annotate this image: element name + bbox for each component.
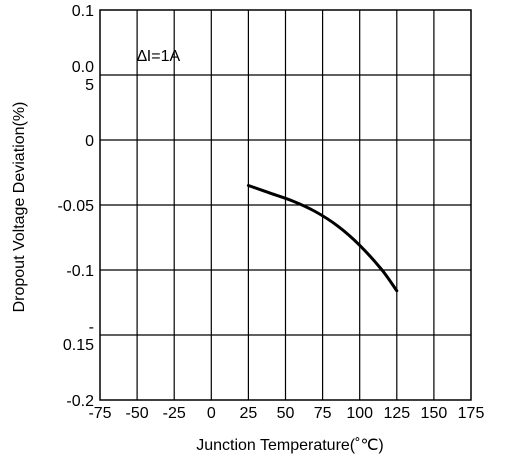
x-tick-label: 100 <box>346 405 373 422</box>
y-tick-label: - <box>89 319 94 336</box>
y-tick-label: 0.1 <box>72 3 94 20</box>
y-tick-label: -0.2 <box>66 393 94 410</box>
current-step-annotation: ∆I=1A <box>137 48 180 65</box>
y-tick-label: 0.0 <box>72 59 94 76</box>
x-tick-label: 150 <box>421 405 448 422</box>
y-tick-label: 0 <box>85 133 94 150</box>
x-tick-label: 0 <box>207 405 216 422</box>
x-tick-label: -25 <box>163 405 186 422</box>
x-tick-label: 75 <box>314 405 332 422</box>
y-tick-label: -0.05 <box>58 198 95 215</box>
x-tick-labels: -75 -50 -25 0 25 50 75 100 125 150 175 <box>88 405 484 422</box>
x-tick-label: 175 <box>458 405 485 422</box>
y-tick-labels: 0.1 0.05 0 -0.05 -0.1 -0.15 -0.2 <box>58 3 95 410</box>
y-axis-label: Dropout Voltage Deviation(%) <box>11 102 28 313</box>
y-tick-label: 0.15 <box>63 337 94 354</box>
x-tick-label: -75 <box>88 405 111 422</box>
x-tick-label: 125 <box>383 405 410 422</box>
series-layer <box>246 184 399 293</box>
y-tick-label: -0.1 <box>66 263 94 280</box>
plot-border <box>99 9 472 401</box>
x-tick-label: -50 <box>126 405 149 422</box>
series-line <box>246 184 399 293</box>
x-tick-label: 25 <box>240 405 258 422</box>
x-axis-label: Junction Temperature(˚℃) <box>196 437 384 454</box>
y-tick-label: 5 <box>85 77 94 94</box>
grid <box>100 10 471 400</box>
x-tick-label: 50 <box>277 405 295 422</box>
plot-frame <box>99 9 472 401</box>
